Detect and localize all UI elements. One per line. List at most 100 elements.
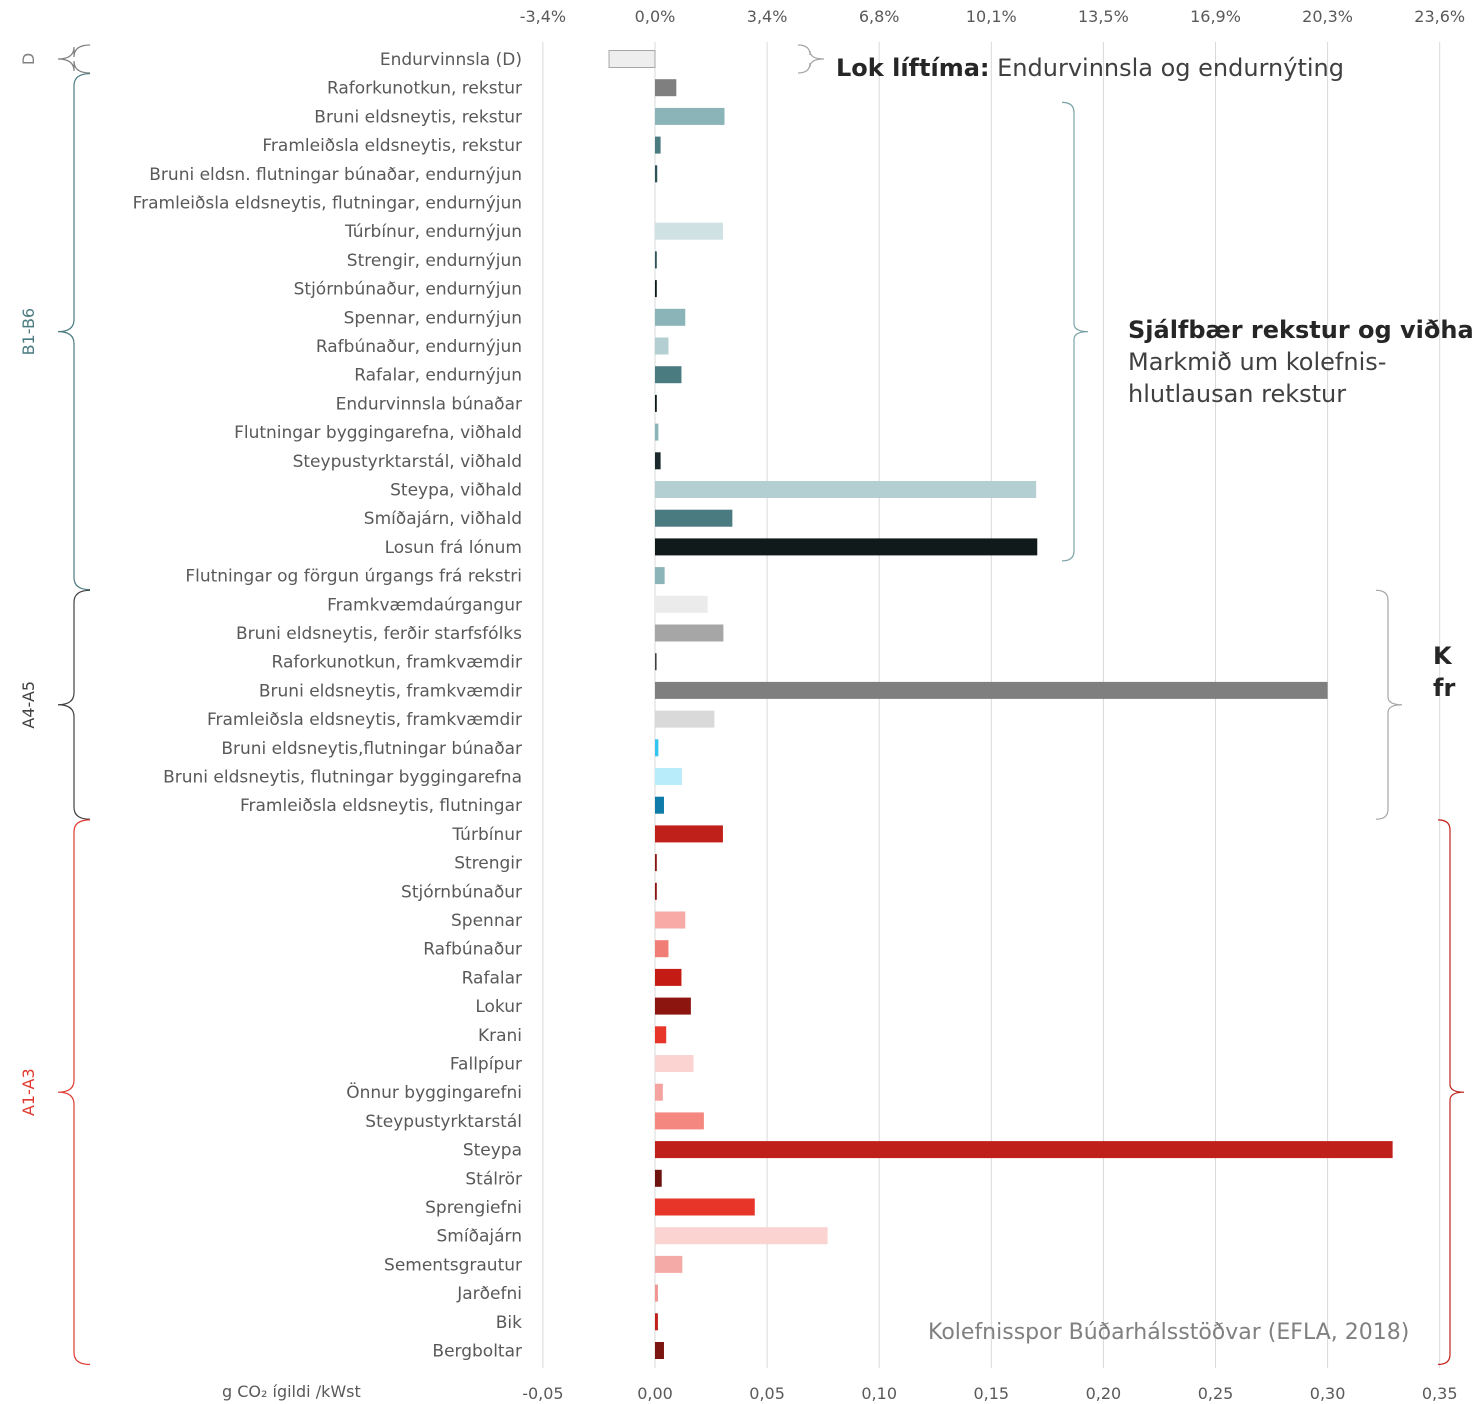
category-label: Jarðefni [456,1284,522,1304]
category-label: Rafalar, endurnýjun [354,366,522,386]
annotation-end-of-life-text: Endurvinnsla og endurnýting [989,54,1344,82]
bar [655,280,657,298]
category-label: Rafbúnaður, endurnýjun [316,337,522,357]
group-brace-left [57,819,91,1366]
category-label: Bruni eldsneytis, rekstur [314,107,522,127]
x-tick-label-bottom: 0,30 [1310,1384,1346,1403]
group-brace-left [57,73,91,591]
bar [655,423,659,441]
x-tick-label-bottom: 0,00 [637,1384,673,1403]
category-label: Túrbínur [451,825,522,845]
bar [655,968,682,986]
bar [655,394,657,412]
x-tick-label-top: 20,3% [1302,7,1353,26]
bar [655,222,723,240]
annotation-end-of-life: Lok líftíma: Endurvinnsla og endurnýting [836,52,1344,84]
category-label: Strengir [454,854,522,874]
category-label: Steypa [463,1141,522,1161]
bar [655,739,659,757]
x-tick-label-top: 10,1% [966,7,1017,26]
annotation-construction-line1: K [1433,640,1455,672]
x-tick-label-bottom: 0,20 [1086,1384,1122,1403]
bar [655,940,669,958]
bar [655,854,657,872]
bar [655,509,733,527]
bar [655,882,657,900]
bar [655,1255,683,1273]
x-tick-label-bottom: 0,25 [1198,1384,1234,1403]
category-label: Flutningar og förgun úrgangs frá rekstri [185,567,522,587]
x-tick-label-bottom: 0,10 [861,1384,897,1403]
bar [655,1313,658,1331]
category-label: Steypustyrktarstál [365,1112,522,1132]
x-axis-label: g CO₂ ígildi /kWst [222,1382,361,1401]
category-label: Rafbúnaður [423,940,522,960]
bar [655,1227,828,1245]
category-label: Framleiðsla eldsneytis, rekstur [262,136,522,156]
category-label: Endurvinnsla (D) [380,50,522,70]
x-tick-label-bottom: -0,05 [522,1384,563,1403]
bar [655,1112,704,1130]
bar [608,50,656,68]
group-label: A1-A3 [19,1068,38,1116]
group-brace-left [57,44,91,74]
bar [655,481,1037,498]
bar [655,595,708,613]
category-label: Losun frá lónum [385,538,522,558]
category-label: Túrbínur, endurnýjun [344,222,522,242]
category-label: Flutningar byggingarefna, viðhald [234,423,522,443]
category-label: Steypa, viðhald [390,481,522,501]
bar [655,796,664,814]
annotation-brace-right [1375,589,1403,820]
category-label: Bruni eldsn. flutningar búnaðar, endurný… [149,165,522,185]
x-tick-label-bottom: 0,15 [973,1384,1009,1403]
category-label: Endurvinnsla búnaðar [336,394,522,414]
bar [655,825,723,843]
annotation-construction-bold-2: fr [1433,674,1456,702]
annotation-operation-title: Sjálfbær rekstur og viðhald [1128,314,1473,346]
bar [655,1284,658,1302]
x-tick-label-top: 16,9% [1190,7,1241,26]
x-tick-label-bottom: 0,05 [749,1384,785,1403]
bar [655,308,686,326]
group-label: D [19,53,38,65]
category-label: Lokur [475,997,522,1017]
annotation-end-of-life-bold: Lok líftíma: [836,54,990,82]
source-note: Kolefnisspor Búðarhálsstöðvar (EFLA, 201… [928,1320,1410,1345]
category-label: Sementsgrautur [384,1255,522,1275]
x-tick-label-top: 3,4% [747,7,788,26]
category-label: Bruni eldsneytis, framkvæmdir [259,681,522,701]
category-label: Bergboltar [432,1342,522,1362]
bar [655,79,677,97]
category-label: Smíðajárn, viðhald [364,509,522,529]
annotation-construction: K fr [1433,640,1455,704]
bar [655,567,665,585]
bar [655,1055,694,1072]
x-tick-label-top: -3,4% [520,7,566,26]
bar [655,1141,1393,1159]
bar [655,997,691,1015]
category-label: Raforkunotkun, rekstur [327,79,522,99]
category-label: Spennar [451,911,522,931]
bar [655,653,657,671]
category-label: Framleiðsla eldsneytis, framkvæmdir [207,710,522,730]
bar [655,1198,755,1216]
x-tick-label-top: 0,0% [635,7,676,26]
bar [655,136,661,154]
bar [655,452,661,470]
category-label: Stálrör [465,1169,522,1189]
bar [655,768,682,785]
bar [655,337,669,355]
category-label: Stjórnbúnaður, endurnýjun [294,280,522,300]
bar [655,681,1328,699]
bar [655,1169,662,1187]
bar [655,538,1038,556]
bar [655,1083,663,1101]
annotation-construction-bold-1: K [1433,642,1452,670]
x-tick-label-bottom: 0,35 [1422,1384,1458,1403]
category-label: Krani [478,1026,522,1046]
bar [655,251,657,269]
category-label: Önnur byggingarefni [346,1081,522,1103]
